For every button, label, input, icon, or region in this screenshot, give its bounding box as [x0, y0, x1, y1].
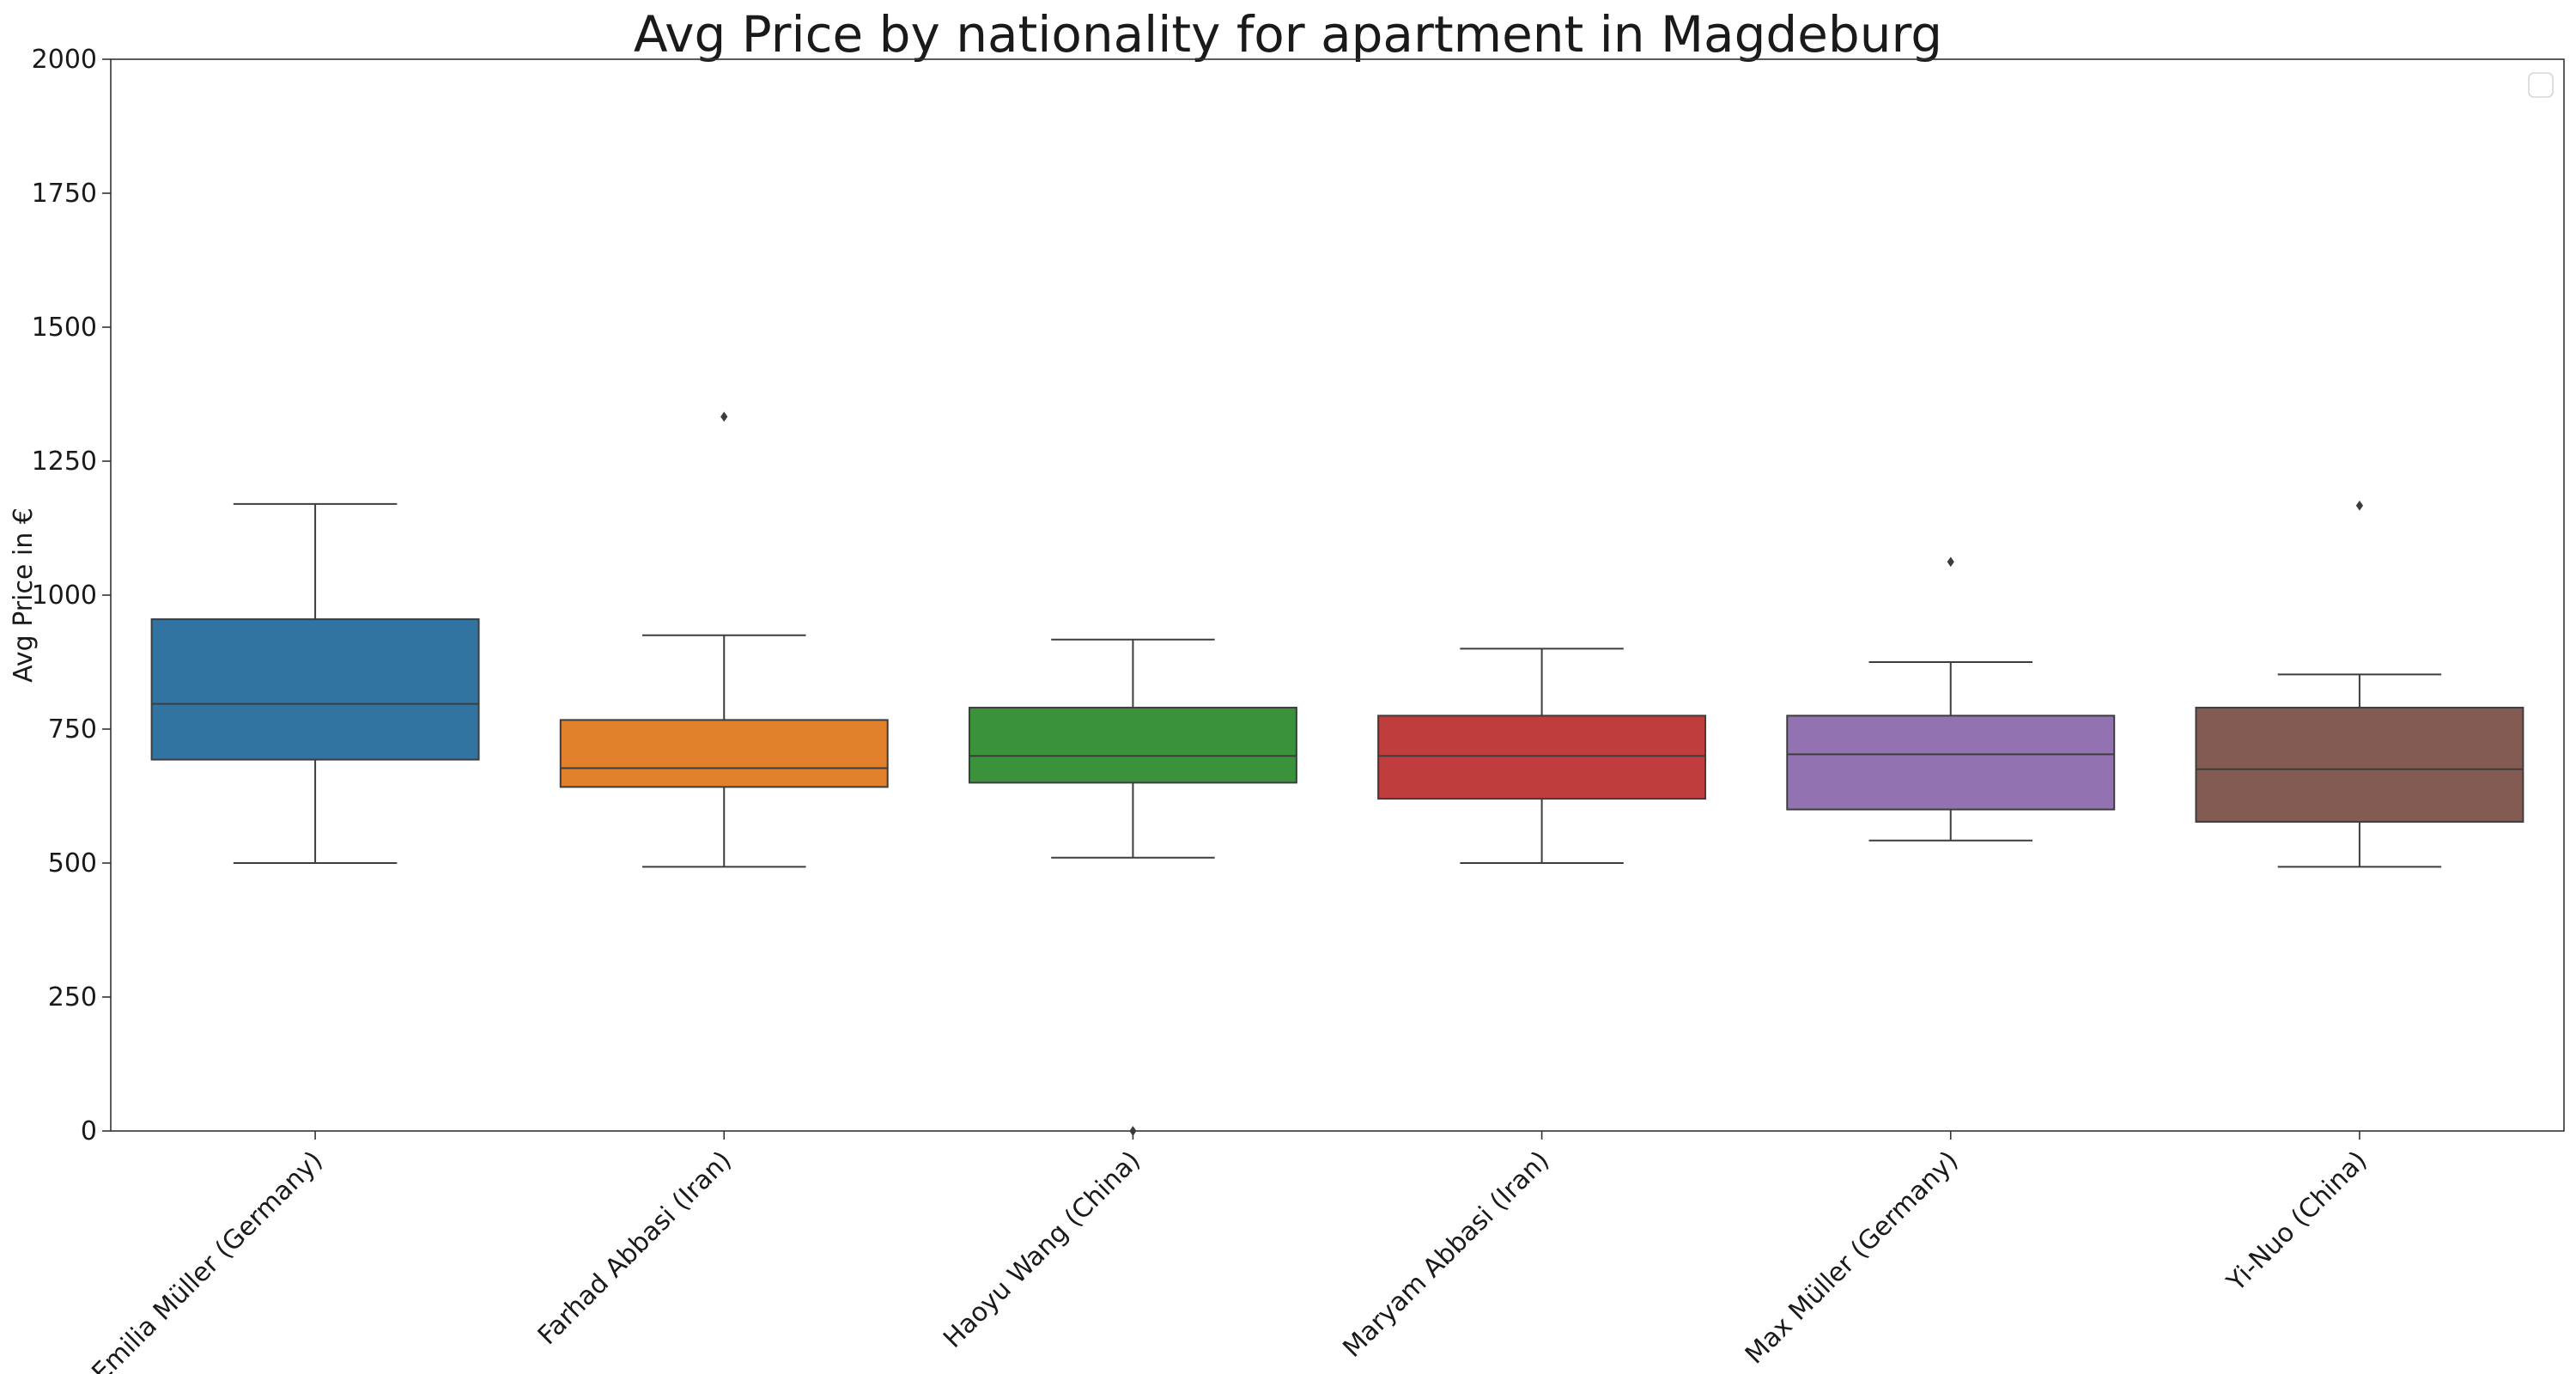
y-tick-label: 1000 [32, 581, 97, 611]
box-iqr [150, 618, 480, 761]
outlier-point [2355, 500, 2364, 511]
x-tick-label: Maryam Abbasi (Iran) [1337, 1146, 1555, 1364]
y-tick-label: 1250 [32, 447, 97, 477]
y-tick-label: 250 [48, 982, 97, 1012]
y-axis-label: Avg Price in € [9, 508, 39, 683]
legend-box [2528, 72, 2554, 98]
outlier-point [1947, 556, 1954, 568]
y-tick-label: 1500 [32, 313, 97, 343]
chart-title: Avg Price by nationality for apartment i… [633, 5, 1943, 64]
outlier-point [720, 411, 728, 423]
y-tick-label: 1750 [32, 179, 97, 209]
plot-frame [110, 58, 2565, 1132]
y-tick-label: 0 [81, 1116, 97, 1146]
x-tick-label: Haoyu Wang (China) [938, 1146, 1146, 1354]
box-group [968, 638, 1297, 1136]
box-iqr [968, 707, 1297, 784]
y-tick-label: 500 [48, 848, 97, 879]
box-iqr [1377, 714, 1707, 800]
box-group [559, 411, 889, 868]
y-tick-label: 750 [48, 714, 97, 745]
x-tick-label: Emilia Müller (Germany) [86, 1146, 328, 1374]
x-tick-label: Max Müller (Germany) [1740, 1146, 1964, 1370]
box-group [150, 502, 480, 864]
box-iqr [1786, 714, 2116, 811]
box-group [2195, 500, 2524, 868]
y-tick-label: 2000 [32, 45, 97, 75]
box-iqr [559, 719, 889, 788]
box-iqr [2195, 707, 2524, 823]
x-tick-label: Yi-Nuo (China) [2221, 1146, 2372, 1298]
box-group [1786, 556, 2116, 842]
box-group [1377, 647, 1707, 864]
x-tick-label: Farhad Abbasi (Iran) [532, 1146, 738, 1351]
plot-area: 0 250 500 750 1000 1250 1500 1750 2000 Avg Price … [9, 45, 2565, 1374]
